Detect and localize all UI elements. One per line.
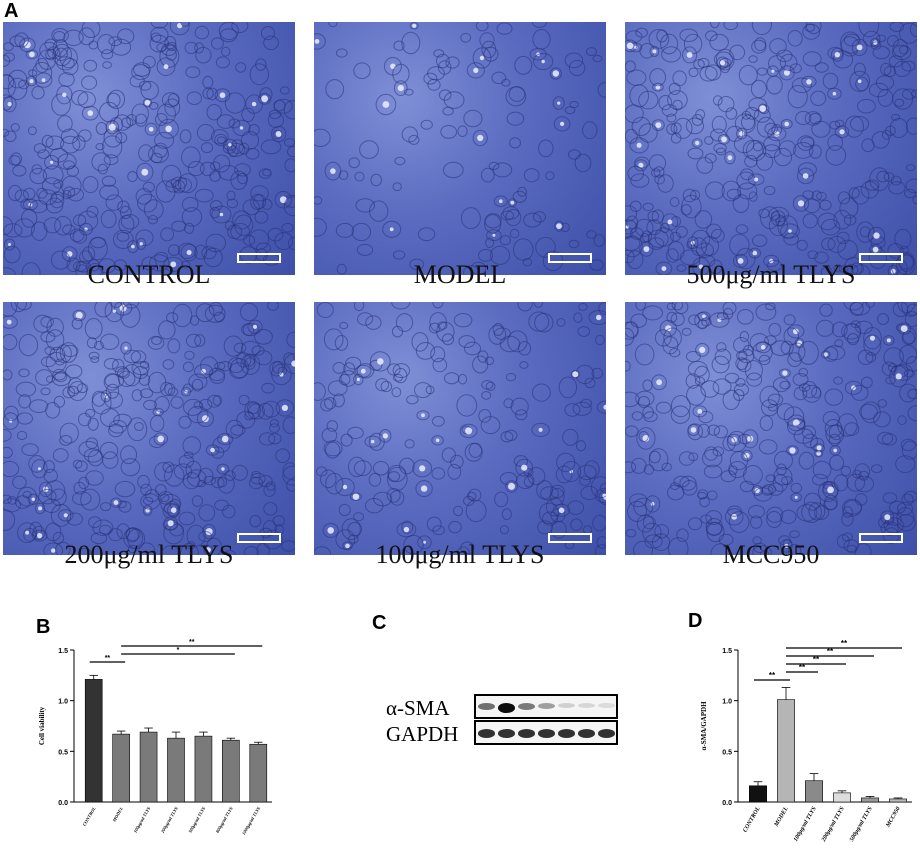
y-tick-label: 1.0 [722,699,732,706]
bar [167,737,185,803]
cell-texture [3,302,295,555]
micrograph-mcc950 [625,302,917,555]
significance-label: ** [827,647,834,656]
blot-band [477,729,495,738]
y-tick-label: 0.5 [58,749,68,756]
x-tick-label: 100μg/ml TLYS [132,806,151,834]
blot-band [597,729,615,738]
x-tick-label: CONTROL [82,806,97,827]
panel-label-a: A [4,0,19,22]
bar [112,733,130,803]
scale-bar [859,533,903,543]
x-tick-label: 200μg/ml TLYS [159,806,179,835]
x-tick-label: MODEL [773,806,790,829]
cell-texture [314,302,606,555]
significance-label: * [177,647,180,654]
micrograph-500-tlys [625,22,917,275]
bar [889,798,907,803]
cell-texture [625,302,917,555]
panel-label-c: C [372,612,387,634]
blot-band [497,729,515,738]
scale-bar [548,533,592,543]
significance-label: ** [105,655,111,662]
asma-gapdh-chart: 0.0 0.5 1.0 1.5 α-SMA/GAPDH CONTROL MODEL 100μg… [700,639,912,844]
bar [777,699,795,803]
cell-texture [314,22,606,275]
cell-viability-chart: 0.0 0.5 1.0 1.5 Cell viability CONTROL MODEL 10… [38,639,272,836]
caption-control: CONTROL [87,260,211,289]
blot-band [537,729,555,738]
y-tick-label: 1.5 [722,648,732,655]
bar [84,679,103,803]
blot-strip-gapdh [474,720,618,745]
micrograph-control [3,22,295,275]
blot-band [517,729,535,738]
blot-band [577,703,595,708]
bar [222,739,240,803]
micrograph-200-tlys [3,302,295,555]
significance-label: ** [189,639,195,646]
y-tick-label: 0.0 [722,800,732,807]
caption-100-tlys: 100μg/ml TLYS [375,540,545,569]
bar [749,785,767,803]
blot-band [477,703,495,711]
scale-bar [237,533,281,543]
caption-500-tlys: 500μg/ml TLYS [686,260,856,289]
y-tick-label: 1.5 [58,648,68,655]
blot-band [597,703,615,708]
caption-200-tlys: 200μg/ml TLYS [64,540,234,569]
caption-mcc950: MCC950 [722,540,820,569]
x-tick-label: MODEL [111,806,124,824]
blot-band [537,703,555,710]
bar [249,743,268,803]
scale-bar [859,253,903,263]
panel-label-b: B [36,616,51,638]
blot-band [577,729,595,738]
x-tick-label: 100μg/ml TLYS [793,805,818,842]
bar [805,780,823,803]
x-tick-label: 800μg/ml TLYS [215,806,234,834]
blot-band [557,729,575,738]
caption-model: MODEL [413,260,507,289]
micrograph-model [314,22,606,275]
x-tick-label: 200μg/ml TLYS [821,805,847,843]
significance-label: ** [769,671,776,680]
y-axis-label: Cell viability [38,706,46,745]
scale-bar [237,253,281,263]
x-tick-label: 500μg/ml TLYS [849,805,874,842]
significance-label: ** [813,655,820,664]
blot-band [497,703,515,713]
x-tick-label: CONTROL [742,806,762,834]
bar [861,797,879,803]
y-tick-label: 1.0 [58,699,68,706]
significance-label: ** [841,639,848,648]
blot-band [517,703,535,710]
x-tick-label: 1000μg/ml TLYS [241,806,261,836]
bar [833,792,851,803]
micrograph-100-tlys [314,302,606,555]
x-tick-label: 500μg/ml TLYS [187,806,206,834]
bar [194,735,213,803]
panel-label-d: D [688,610,703,632]
blot-label-gapdh: GAPDH [386,722,459,746]
y-tick-label: 0.0 [58,800,68,807]
cell-texture [625,22,917,275]
scale-bar [548,253,592,263]
significance-label: ** [799,663,806,672]
cell-texture [3,22,295,275]
x-tick-label: MCC950 [885,806,902,829]
blot-band [557,703,575,708]
y-axis-label: α-SMA/GAPDH [700,701,708,751]
blot-label-asma: α-SMA [386,696,450,720]
bar [139,731,158,803]
y-tick-label: 0.5 [722,749,732,756]
blot-strip-asma [474,694,618,719]
